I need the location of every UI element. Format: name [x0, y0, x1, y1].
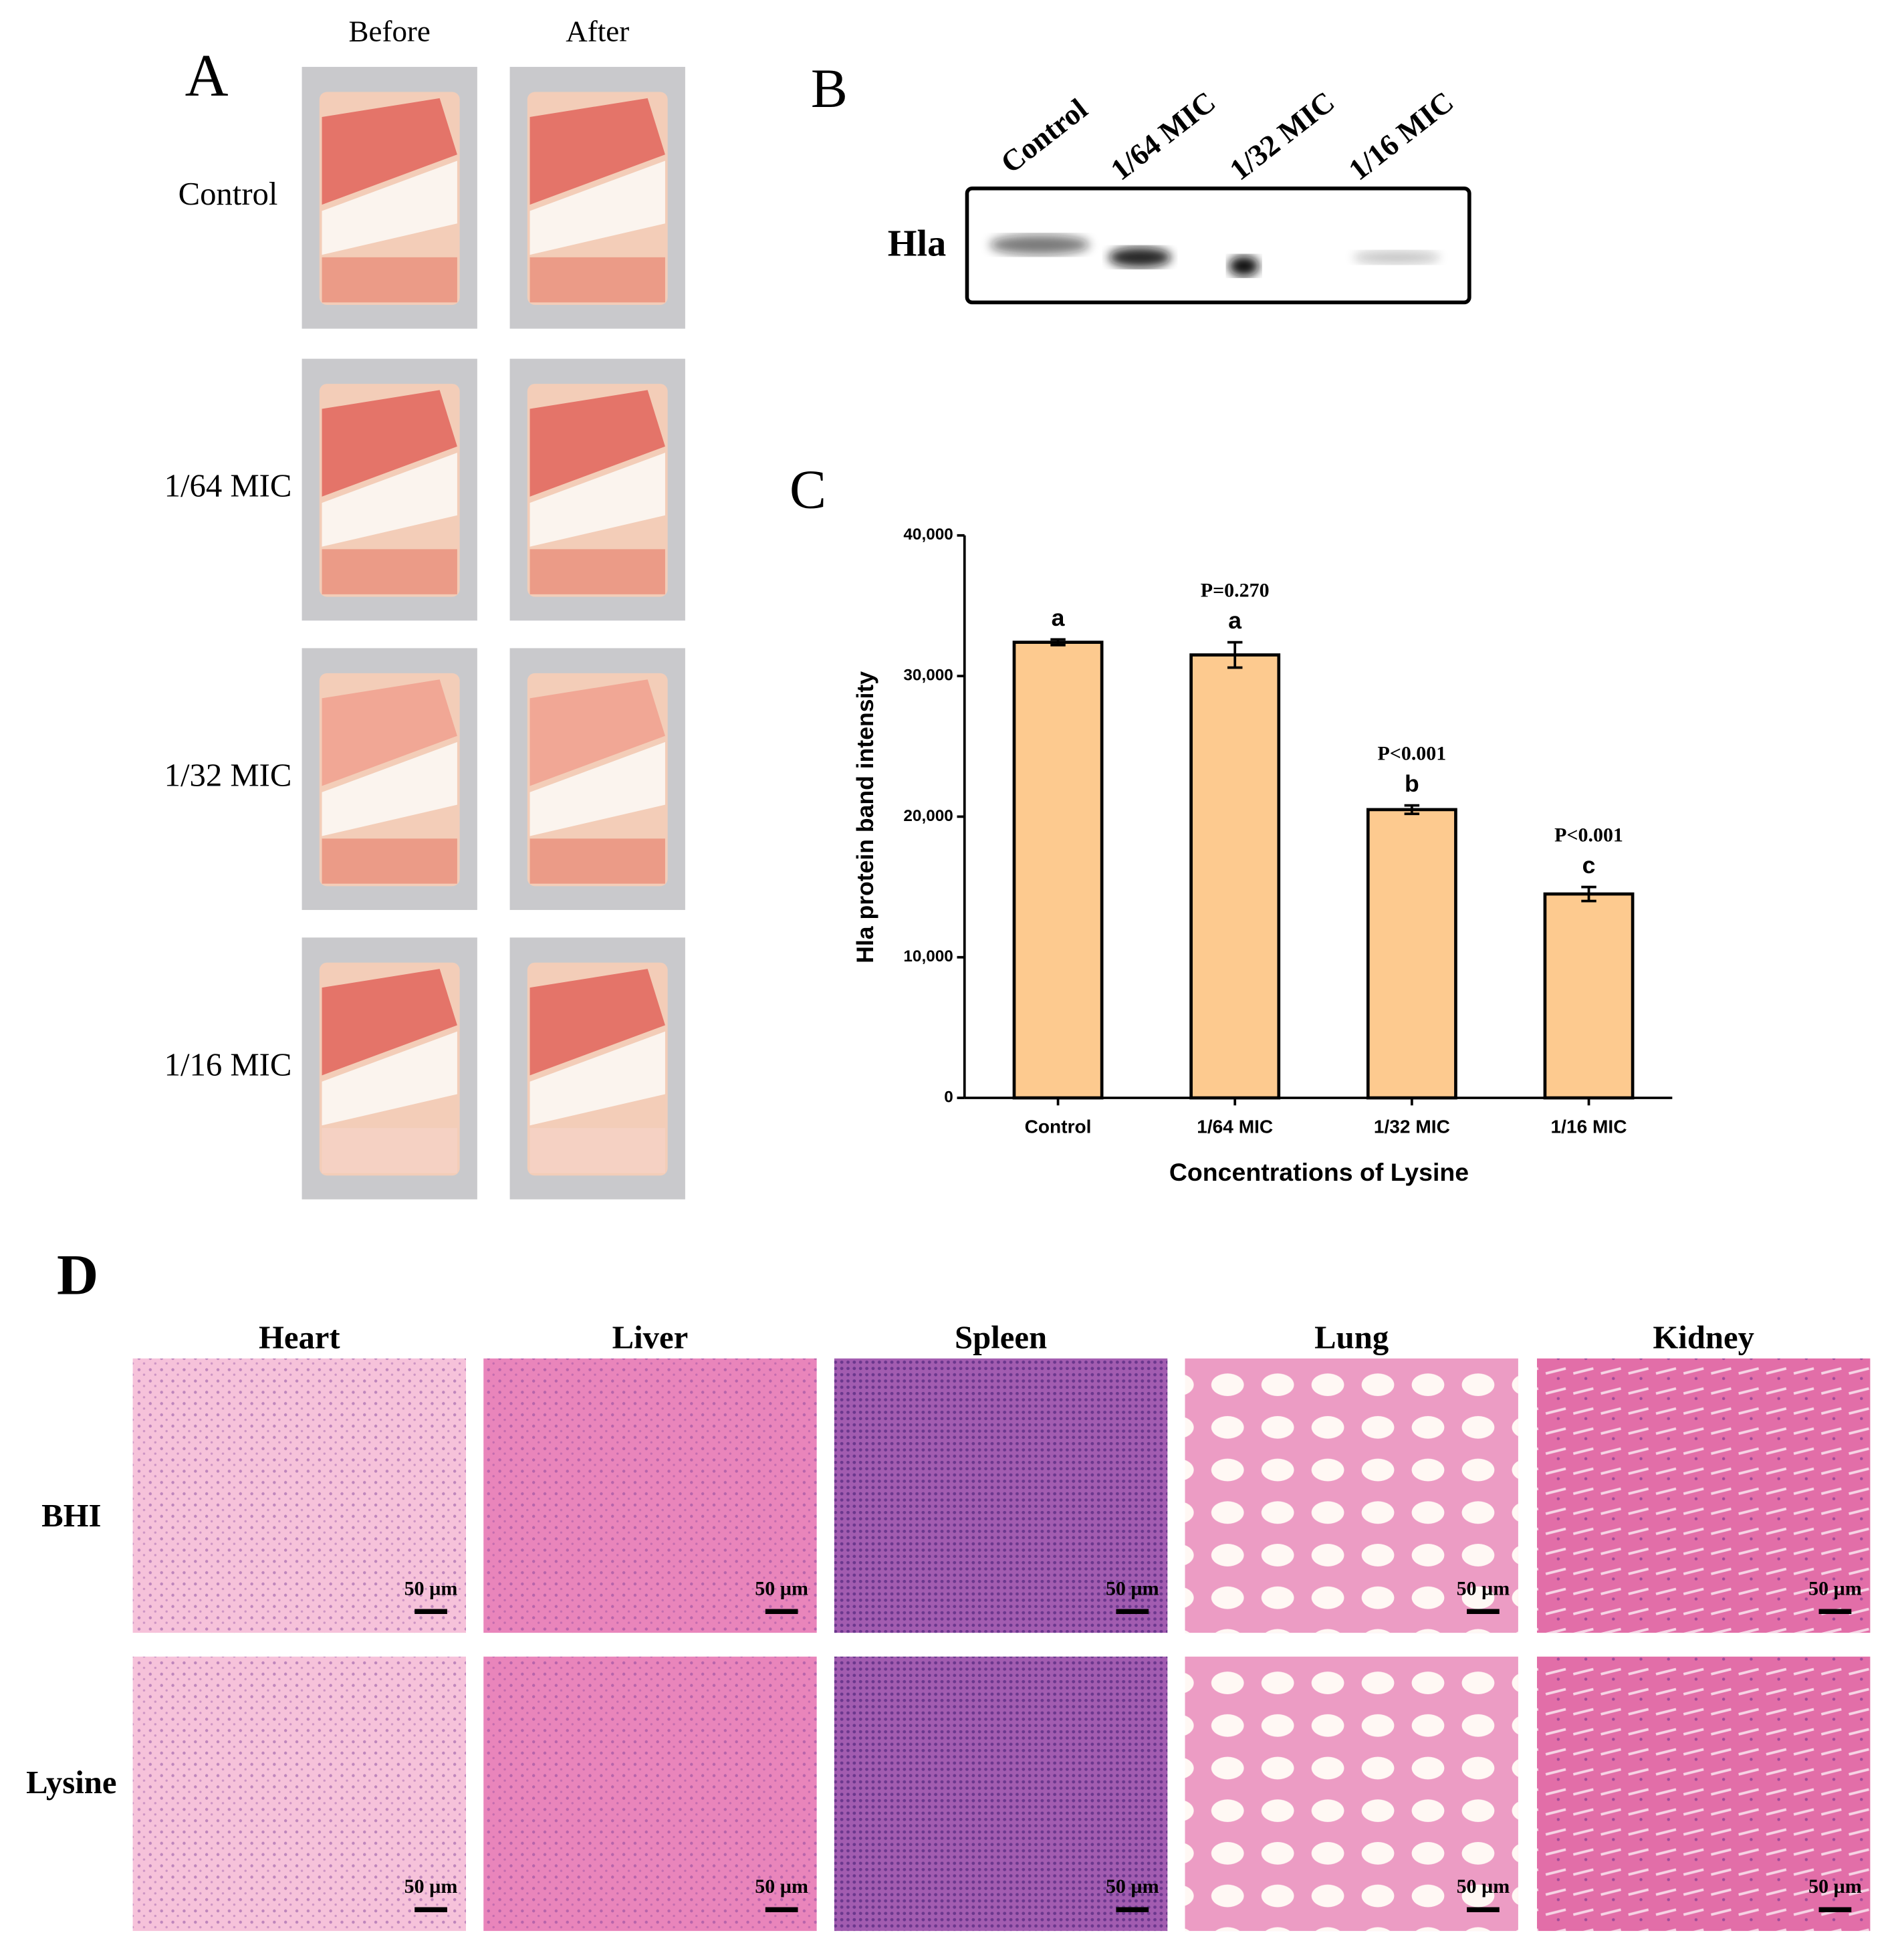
y-tick-label: 10,000	[903, 947, 953, 965]
tissue-fat	[322, 1031, 457, 1126]
histology-texture	[834, 1656, 1168, 1932]
column-header: Before	[349, 15, 431, 48]
blot-band	[989, 235, 1090, 255]
bar	[1543, 892, 1635, 1100]
row-label: BHI	[41, 1498, 101, 1534]
lane-label: 1/64 MIC	[1104, 85, 1221, 187]
x-tick-label: 1/16 MIC	[1551, 1116, 1627, 1137]
histology-texture	[132, 1656, 467, 1932]
bar	[1189, 653, 1281, 1100]
band-label: Hla	[888, 223, 946, 265]
bar	[1012, 641, 1104, 1100]
scale-bar-label: 50 µm	[1106, 1577, 1159, 1599]
column-header: Spleen	[955, 1320, 1047, 1356]
tissue-lower	[322, 549, 457, 594]
tissue-fat	[529, 1031, 665, 1126]
tissue-lower	[529, 257, 665, 303]
scale-bar-label: 50 µm	[1808, 1577, 1862, 1599]
row-label: 1/32 MIC	[164, 757, 292, 793]
x-tick-label: 1/64 MIC	[1197, 1116, 1273, 1137]
histology-texture	[834, 1358, 1168, 1633]
x-axis-label: Concentrations of Lysine	[1169, 1158, 1469, 1186]
blot-band	[1229, 255, 1260, 276]
tissue-lower	[322, 1128, 457, 1173]
x-tick-label: Control	[1025, 1116, 1092, 1137]
row-label: 1/64 MIC	[164, 468, 292, 504]
blot-frame	[965, 186, 1471, 305]
panel-label: A	[185, 43, 229, 109]
significance-letter: a	[1052, 604, 1066, 631]
column-header: Heart	[259, 1320, 340, 1356]
y-tick-label: 30,000	[903, 667, 953, 685]
scale-bar-label: 50 µm	[755, 1577, 808, 1599]
lane-label: 1/16 MIC	[1342, 85, 1459, 187]
tissue-fat	[529, 453, 665, 547]
tissue-fat	[322, 453, 457, 547]
row-label: Lysine	[26, 1764, 116, 1801]
column-header: Kidney	[1653, 1320, 1754, 1356]
y-tick-label: 40,000	[903, 526, 953, 544]
scale-bar-label: 50 µm	[1808, 1875, 1862, 1897]
histology-texture	[1185, 1656, 1518, 1932]
column-header: Liver	[612, 1320, 689, 1356]
tissue-lower	[529, 549, 665, 594]
histology-texture	[1537, 1358, 1871, 1633]
tissue-fat	[529, 741, 665, 836]
y-axis-label: Hla protein band intensity	[852, 671, 878, 963]
panel-label: C	[790, 459, 826, 520]
histology-texture	[1537, 1656, 1871, 1932]
tissue-fat	[322, 741, 457, 836]
x-tick-label: 1/32 MIC	[1374, 1116, 1450, 1137]
p-value: P<0.001	[1554, 824, 1623, 846]
tissue-lower	[529, 1128, 665, 1173]
tissue-lower	[322, 257, 457, 303]
tissue-muscle	[322, 98, 457, 205]
blot-band	[1352, 251, 1441, 264]
row-label: Control	[178, 176, 278, 212]
panel-label: B	[811, 58, 848, 119]
scale-bar-label: 50 µm	[1457, 1577, 1510, 1599]
tissue-lower	[529, 838, 665, 884]
y-tick-label: 20,000	[903, 807, 953, 825]
histology-texture	[1185, 1358, 1518, 1633]
significance-letter: b	[1405, 770, 1419, 797]
tissue-muscle	[322, 390, 457, 497]
scale-bar-label: 50 µm	[1106, 1875, 1159, 1897]
column-header: Lung	[1314, 1320, 1389, 1356]
scale-bar-label: 50 µm	[1457, 1875, 1510, 1897]
tissue-muscle	[322, 969, 457, 1076]
tissue-fat	[322, 160, 457, 255]
blot-band	[1108, 247, 1171, 267]
tissue-muscle	[529, 98, 665, 205]
tissue-muscle	[529, 679, 665, 786]
lane-label: 1/32 MIC	[1223, 85, 1340, 187]
column-header: After	[566, 15, 629, 48]
scale-bar-label: 50 µm	[404, 1875, 458, 1897]
tissue-muscle	[529, 390, 665, 497]
p-value: P=0.270	[1201, 580, 1270, 602]
significance-letter: a	[1228, 607, 1242, 634]
scale-bar-label: 50 µm	[755, 1875, 808, 1897]
p-value: P<0.001	[1377, 743, 1446, 765]
histology-texture	[483, 1656, 817, 1932]
tissue-lower	[322, 838, 457, 884]
scale-bar-label: 50 µm	[404, 1577, 458, 1599]
tissue-fat	[529, 160, 665, 255]
bar	[1366, 808, 1457, 1100]
tissue-muscle	[529, 969, 665, 1076]
tissue-muscle	[322, 679, 457, 786]
lane-label: Control	[995, 92, 1094, 180]
histology-texture	[132, 1358, 467, 1633]
histology-texture	[483, 1358, 817, 1633]
row-label: 1/16 MIC	[164, 1046, 292, 1082]
significance-letter: c	[1582, 852, 1596, 879]
y-tick-label: 0	[944, 1088, 953, 1107]
panel-label: D	[57, 1242, 98, 1306]
